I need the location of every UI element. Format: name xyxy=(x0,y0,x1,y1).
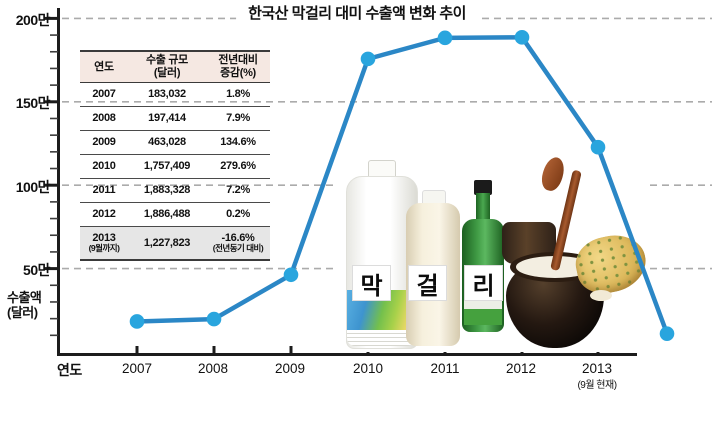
cell-amount: 1,886,488 xyxy=(143,208,191,221)
makgeolli-photo-collage: 막 걸 리 xyxy=(338,152,652,352)
data-point xyxy=(659,326,675,341)
cell-year: 2008 xyxy=(92,112,116,125)
garnish-photo xyxy=(590,290,612,301)
y-axis-caption: 수출액 (달러) xyxy=(7,290,42,320)
makgeolli-label-box-3: 리 xyxy=(464,265,503,301)
x-tick-label-2009: 2009 xyxy=(274,361,306,376)
cell-change: 134.6% xyxy=(220,136,256,149)
table-row-2009: 2009 463,028 134.6% xyxy=(80,131,270,155)
cell-year: 2007 xyxy=(92,88,116,101)
wooden-ladle-photo xyxy=(538,154,568,194)
cell-amount: 1,227,823 xyxy=(143,236,191,249)
y-axis-label-100man: 100만 xyxy=(15,179,51,195)
green-bottle-label xyxy=(464,309,502,325)
y-axis-caption-line2: (달러) xyxy=(7,305,38,320)
cell-year: 2009 xyxy=(92,136,116,149)
cell-change: 0.2% xyxy=(226,208,250,221)
cell-amount: 183,032 xyxy=(148,88,186,101)
header-cell-year: 연도 xyxy=(94,60,114,73)
x-tick-label-2012: 2012 xyxy=(505,361,537,376)
table-row-2013: 2013 (9월까지) 1,227,823 -16.6% (전년동기 대비) xyxy=(80,227,270,261)
makgeolli-label-box-2: 걸 xyxy=(408,265,447,301)
cell-change: 1.8% xyxy=(226,88,250,101)
x-tick-note: (9월 현재) xyxy=(577,380,617,391)
cell-change: 279.6% xyxy=(220,160,256,173)
x-tick-label-2011: 2011 xyxy=(430,361,460,376)
table-row-2007: 2007 183,032 1.8% xyxy=(80,83,270,107)
x-axis-caption: 연도 xyxy=(57,362,82,378)
white-bottle-base xyxy=(347,330,415,346)
header-cell-amount: 수출 규모 (달러) xyxy=(145,54,189,79)
y-axis-caption-line1: 수출액 xyxy=(7,290,42,305)
cell-year: 2010 xyxy=(92,160,116,173)
data-point xyxy=(283,267,299,283)
cell-change: -16.6% (전년동기 대비) xyxy=(212,231,264,254)
cell-year: 2011 xyxy=(92,184,116,197)
x-tick-label-2008: 2008 xyxy=(197,361,229,376)
y-axis-label-150man: 150만 xyxy=(15,95,51,111)
y-axis-label-200man: 200만 xyxy=(15,12,51,28)
y-axis-label-50man: 50만 xyxy=(23,262,50,278)
x-tick-label-2013: 2013 xyxy=(581,361,613,376)
header-cell-change: 전년대비 증감(%) xyxy=(218,54,258,79)
cell-amount: 463,028 xyxy=(148,136,186,149)
cell-amount: 1,883,328 xyxy=(143,184,191,197)
data-point xyxy=(129,314,145,329)
table-header-row: 연도 수출 규모 (달러) 전년대비 증감(%) xyxy=(80,52,270,83)
cell-year: 2013 (9월까지) xyxy=(88,231,120,254)
export-data-table: 연도 수출 규모 (달러) 전년대비 증감(%) 2007 183,032 1.8%… xyxy=(80,50,270,261)
table-row-2012: 2012 1,886,488 0.2% xyxy=(80,203,270,227)
x-tick-label-2010: 2010 xyxy=(352,361,384,376)
x-tick-label-2007: 2007 xyxy=(121,361,153,376)
data-point xyxy=(514,30,530,45)
cell-change: 7.9% xyxy=(226,112,250,125)
cell-year: 2012 xyxy=(92,208,116,221)
table-row-2011: 2011 1,883,328 7.2% xyxy=(80,179,270,203)
cell-amount: 197,414 xyxy=(148,112,186,125)
data-point xyxy=(360,51,376,67)
data-point xyxy=(437,30,453,46)
table-row-2008: 2008 197,414 7.9% xyxy=(80,107,270,131)
table-row-2010: 2010 1,757,409 279.6% xyxy=(80,155,270,179)
cell-amount: 1,757,409 xyxy=(143,160,191,173)
data-point xyxy=(206,311,222,327)
cell-change: 7.2% xyxy=(226,184,250,197)
chart-title: 한국산 막걸리 대미 수출액 변화 추이 xyxy=(236,2,478,23)
makgeolli-label-box-1: 막 xyxy=(352,265,391,301)
